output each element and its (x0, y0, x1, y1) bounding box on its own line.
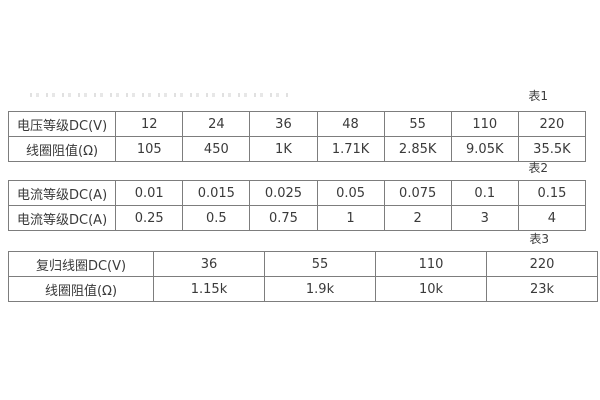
table-cell: 2 (383, 205, 452, 231)
table-cell: 55 (264, 251, 376, 277)
table-cell: 1.15k (153, 276, 265, 302)
row-label: 电压等级DC(V) (7, 111, 117, 137)
table-cell: 36 (153, 251, 265, 277)
row-label: 线圈阻值(Ω) (7, 136, 117, 162)
table-cell: 1.9k (264, 276, 376, 302)
table-row: 电压等级DC(V) 12 24 36 48 55 110 220 (7, 111, 587, 137)
current-grade-table: 电流等级DC(A) 0.01 0.015 0.025 0.05 0.075 0.… (7, 180, 587, 231)
table-cell: 2.85K (383, 136, 452, 162)
table-cell: 220 (486, 251, 598, 277)
table-cell: 105 (115, 136, 184, 162)
table-cell: 0.75 (249, 205, 318, 231)
table-cell: 0.25 (115, 205, 184, 231)
table-cell: 0.075 (383, 180, 452, 206)
table-cell: 1.71K (316, 136, 385, 162)
table-cell: 110 (375, 251, 487, 277)
table-cell: 0.025 (249, 180, 318, 206)
table3-caption: 表3 (529, 232, 549, 246)
table-cell: 3 (450, 205, 519, 231)
table2-caption: 表2 (528, 161, 548, 175)
table-cell: 0.05 (316, 180, 385, 206)
faint-watermark-artifact (30, 93, 290, 97)
table-cell: 10k (375, 276, 487, 302)
table-cell: 0.01 (115, 180, 184, 206)
reset-coil-table: 复归线圈DC(V) 36 55 110 220 线圈阻值(Ω) 1.15k 1.… (8, 251, 598, 302)
table-row: 线圈阻值(Ω) 1.15k 1.9k 10k 23k (8, 276, 598, 302)
table-cell: 55 (383, 111, 452, 137)
row-label: 线圈阻值(Ω) (8, 276, 154, 302)
table-cell: 0.5 (182, 205, 251, 231)
table-cell: 4 (517, 205, 587, 231)
table-cell: 220 (517, 111, 587, 137)
table-cell: 35.5K (517, 136, 587, 162)
row-label: 电流等级DC(A) (7, 205, 117, 231)
table-row: 复归线圈DC(V) 36 55 110 220 (8, 251, 598, 277)
table-cell: 0.15 (517, 180, 587, 206)
table-row: 线圈阻值(Ω) 105 450 1K 1.71K 2.85K 9.05K 35.… (7, 136, 587, 162)
voltage-grade-table: 电压等级DC(V) 12 24 36 48 55 110 220 线圈阻值(Ω)… (7, 111, 587, 162)
table-cell: 450 (182, 136, 251, 162)
table-row: 电流等级DC(A) 0.25 0.5 0.75 1 2 3 4 (7, 205, 587, 231)
table-cell: 0.1 (450, 180, 519, 206)
table-cell: 36 (249, 111, 318, 137)
table-row: 电流等级DC(A) 0.01 0.015 0.025 0.05 0.075 0.… (7, 180, 587, 206)
table-cell: 1 (316, 205, 385, 231)
table-cell: 24 (182, 111, 251, 137)
row-label: 电流等级DC(A) (7, 180, 117, 206)
table-cell: 1K (249, 136, 318, 162)
table-cell: 110 (450, 111, 519, 137)
table-cell: 12 (115, 111, 184, 137)
table-cell: 23k (486, 276, 598, 302)
row-label: 复归线圈DC(V) (8, 251, 154, 277)
table-cell: 48 (316, 111, 385, 137)
table-cell: 9.05K (450, 136, 519, 162)
table-cell: 0.015 (182, 180, 251, 206)
table1-caption: 表1 (528, 89, 548, 103)
